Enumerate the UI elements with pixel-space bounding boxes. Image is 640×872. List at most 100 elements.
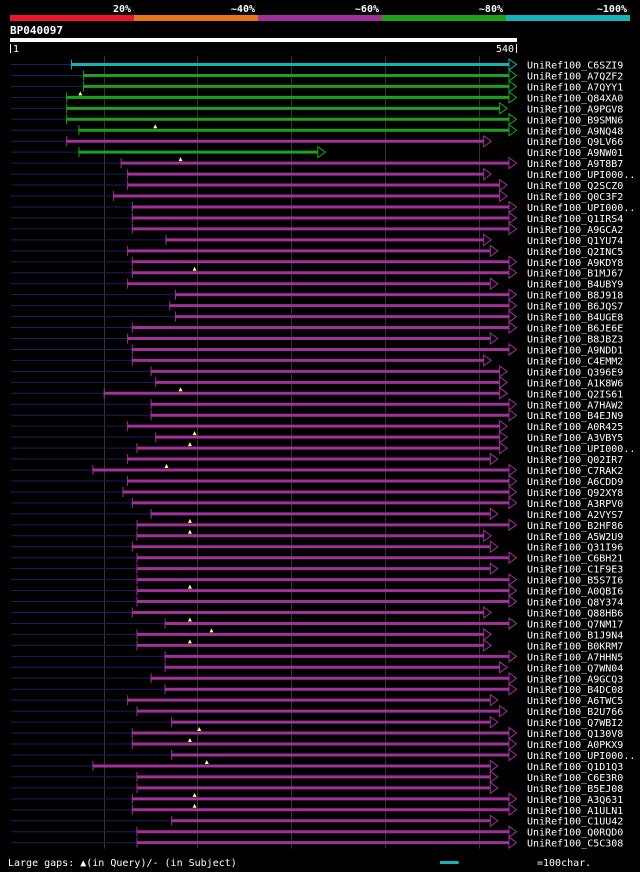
hit-row[interactable]: UniRef100_Q02IR7: [10, 452, 623, 467]
hit-label[interactable]: UniRef100_A9GCQ3: [527, 674, 623, 685]
hit-row[interactable]: UniRef100_A0R425: [10, 419, 623, 434]
hit-label[interactable]: UniRef100_Q0C3F2: [527, 192, 623, 203]
hit-label[interactable]: UniRef100_A9GCA2: [527, 225, 623, 236]
hit-row[interactable]: UniRef100_B2HF86: [10, 518, 623, 532]
hit-row[interactable]: UniRef100_Q7WBI2: [10, 715, 623, 730]
hit-label[interactable]: UniRef100_Q1YU74: [527, 236, 623, 247]
hit-row[interactable]: UniRef100_A2VYS7: [10, 507, 623, 521]
hit-row[interactable]: UniRef100_A9PGV8: [10, 101, 623, 116]
hit-row[interactable]: UniRef100_A7QYY1: [10, 79, 623, 94]
hit-label[interactable]: UniRef100_A7QZF2: [527, 71, 623, 82]
hit-row[interactable]: UniRef100_B1MJ67: [10, 266, 623, 280]
hit-label[interactable]: UniRef100_C1F9E3: [527, 565, 623, 576]
hit-row[interactable]: UniRef100_B5S7I6: [10, 573, 623, 587]
hit-label[interactable]: UniRef100_Q1IRS4: [527, 214, 623, 225]
hit-row[interactable]: UniRef100_A9KDY8: [10, 255, 623, 269]
hit-row[interactable]: UniRef100_UPI000..: [10, 167, 635, 182]
hit-label[interactable]: UniRef100_B4EJN9: [527, 411, 623, 422]
hit-label[interactable]: UniRef100_UPI000..: [527, 444, 635, 455]
hit-row[interactable]: UniRef100_C4EMM2: [10, 353, 623, 368]
hit-label[interactable]: UniRef100_A6TWC5: [527, 696, 623, 707]
hit-label[interactable]: UniRef100_C5C308: [527, 839, 623, 850]
hit-row[interactable]: UniRef100_A3VBY5: [10, 430, 623, 444]
hit-row[interactable]: UniRef100_A1ULN1: [10, 803, 623, 817]
hit-label[interactable]: UniRef100_B6JE6E: [527, 324, 623, 335]
hit-row[interactable]: UniRef100_Q1IRS4: [10, 211, 623, 225]
hit-row[interactable]: UniRef100_Q9LV66: [10, 134, 623, 149]
hit-label[interactable]: UniRef100_A9T8B7: [527, 159, 623, 170]
hit-label[interactable]: UniRef100_B5S7I6: [527, 576, 623, 587]
hit-row[interactable]: UniRef100_A3RPV0: [10, 496, 623, 510]
hit-row[interactable]: UniRef100_C6SZI9: [10, 58, 623, 72]
hit-label[interactable]: UniRef100_Q7WBI2: [527, 718, 623, 729]
hit-row[interactable]: UniRef100_Q84XA0: [10, 90, 623, 104]
hit-label[interactable]: UniRef100_Q9LV66: [527, 137, 623, 148]
hit-row[interactable]: UniRef100_B1J9N4: [10, 627, 623, 641]
hit-label[interactable]: UniRef100_B5EJ08: [527, 784, 623, 795]
hit-row[interactable]: UniRef100_B8J918: [10, 288, 623, 302]
hit-label[interactable]: UniRef100_B4UGE8: [527, 313, 623, 324]
hit-label[interactable]: UniRef100_A7HAW2: [527, 400, 623, 411]
hit-label[interactable]: UniRef100_A1ULN1: [527, 806, 623, 817]
hit-label[interactable]: UniRef100_A3VBY5: [527, 433, 623, 444]
hit-label[interactable]: UniRef100_Q2INC5: [527, 247, 623, 258]
hit-row[interactable]: UniRef100_Q2SCZ0: [10, 178, 623, 193]
hit-label[interactable]: UniRef100_A7HHN5: [527, 652, 623, 663]
hit-label[interactable]: UniRef100_Q2SCZ0: [527, 181, 623, 192]
hit-label[interactable]: UniRef100_C1UU42: [527, 817, 623, 828]
hit-row[interactable]: UniRef100_B4UBY9: [10, 277, 623, 291]
hit-row[interactable]: UniRef100_C6E3R0: [10, 770, 623, 784]
hit-row[interactable]: UniRef100_Q88HB6: [10, 606, 623, 620]
hit-row[interactable]: UniRef100_B5EJ08: [10, 781, 623, 795]
hit-label[interactable]: UniRef100_C6BH21: [527, 554, 623, 565]
hit-label[interactable]: UniRef100_Q02IR7: [527, 455, 623, 466]
hit-label[interactable]: UniRef100_UPI000..: [527, 751, 635, 762]
hit-row[interactable]: UniRef100_Q2INC5: [10, 244, 623, 258]
hit-row[interactable]: UniRef100_Q0RQD0: [10, 825, 623, 839]
hit-label[interactable]: UniRef100_C6SZI9: [527, 61, 623, 72]
hit-row[interactable]: UniRef100_Q396E9: [10, 364, 623, 379]
hit-label[interactable]: UniRef100_B2U766: [527, 707, 623, 718]
hit-label[interactable]: UniRef100_A9NQ48: [527, 126, 623, 137]
hit-label[interactable]: UniRef100_Q0RQD0: [527, 828, 623, 839]
hit-row[interactable]: UniRef100_A6CDD9: [10, 474, 623, 488]
hit-label[interactable]: UniRef100_Q7NM17: [527, 619, 623, 630]
hit-row[interactable]: UniRef100_B4DC08: [10, 682, 623, 697]
hit-label[interactable]: UniRef100_UPI000..: [527, 170, 635, 181]
hit-label[interactable]: UniRef100_A7QYY1: [527, 82, 623, 93]
hit-row[interactable]: UniRef100_A9NW01: [10, 145, 623, 160]
hit-label[interactable]: UniRef100_Q130V8: [527, 729, 623, 740]
hit-label[interactable]: UniRef100_A9NW01: [527, 148, 623, 159]
hit-label[interactable]: UniRef100_C7RAK2: [527, 466, 623, 477]
hit-row[interactable]: UniRef100_B6JE6E: [10, 321, 623, 335]
hit-label[interactable]: UniRef100_B1J9N4: [527, 630, 623, 641]
hit-row[interactable]: UniRef100_B9SMN6: [10, 112, 623, 127]
hit-row[interactable]: UniRef100_Q8Y374: [10, 595, 623, 609]
hit-row[interactable]: UniRef100_C7RAK2: [10, 463, 623, 477]
hit-label[interactable]: UniRef100_A5W2U9: [527, 532, 623, 543]
hit-row[interactable]: UniRef100_Q1YU74: [10, 233, 623, 247]
hit-label[interactable]: UniRef100_Q88HB6: [527, 609, 623, 620]
hit-label[interactable]: UniRef100_Q84XA0: [527, 93, 623, 104]
hit-row[interactable]: UniRef100_A3Q631: [10, 792, 623, 806]
hit-row[interactable]: UniRef100_UPI000..: [10, 441, 635, 455]
hit-label[interactable]: UniRef100_A2VYS7: [527, 510, 623, 521]
hit-row[interactable]: UniRef100_Q7WN04: [10, 660, 623, 675]
hit-row[interactable]: UniRef100_C6BH21: [10, 551, 623, 565]
hit-label[interactable]: UniRef100_Q7WN04: [527, 663, 623, 674]
hit-label[interactable]: UniRef100_A1K8W6: [527, 378, 623, 389]
hit-label[interactable]: UniRef100_B1MJ67: [527, 269, 623, 280]
hit-row[interactable]: UniRef100_A9GCA2: [10, 222, 623, 236]
hit-label[interactable]: UniRef100_A9KDY8: [527, 258, 623, 269]
hit-label[interactable]: UniRef100_A3Q631: [527, 795, 623, 806]
hit-row[interactable]: UniRef100_B8JBZ3: [10, 332, 623, 346]
hit-label[interactable]: UniRef100_B8J918: [527, 291, 623, 302]
hit-row[interactable]: UniRef100_UPI000..: [10, 200, 635, 214]
hit-row[interactable]: UniRef100_Q130V8: [10, 726, 623, 740]
hit-row[interactable]: UniRef100_Q1D1Q3: [10, 759, 623, 773]
hit-label[interactable]: UniRef100_A9PGV8: [527, 104, 623, 115]
hit-row[interactable]: UniRef100_A7HHN5: [10, 649, 623, 664]
hit-row[interactable]: UniRef100_C1UU42: [10, 814, 623, 828]
hit-row[interactable]: UniRef100_C1F9E3: [10, 562, 623, 576]
hit-row[interactable]: UniRef100_Q0C3F2: [10, 189, 623, 204]
